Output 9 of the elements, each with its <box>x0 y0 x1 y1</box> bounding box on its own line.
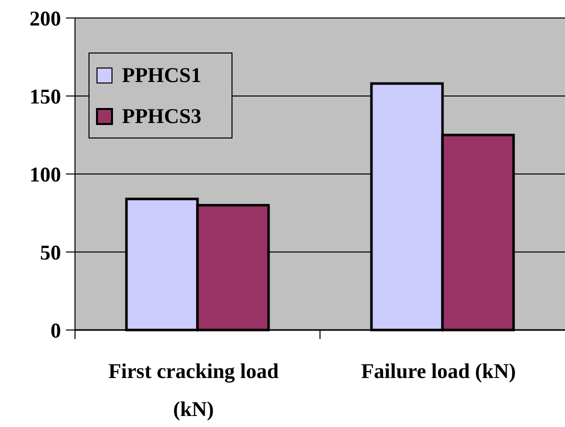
legend-label: PPHCS3 <box>122 104 202 128</box>
y-tick-label: 150 <box>30 84 61 108</box>
y-tick-label: 50 <box>40 240 61 264</box>
y-tick-label: 100 <box>30 162 61 186</box>
y-tick-label: 0 <box>50 318 61 342</box>
legend-label: PPHCS1 <box>122 63 202 87</box>
y-tick-label: 200 <box>30 6 61 30</box>
x-tick-label: Failure load (kN) <box>361 359 516 383</box>
x-tick-label: First cracking load (kN) <box>108 359 279 421</box>
